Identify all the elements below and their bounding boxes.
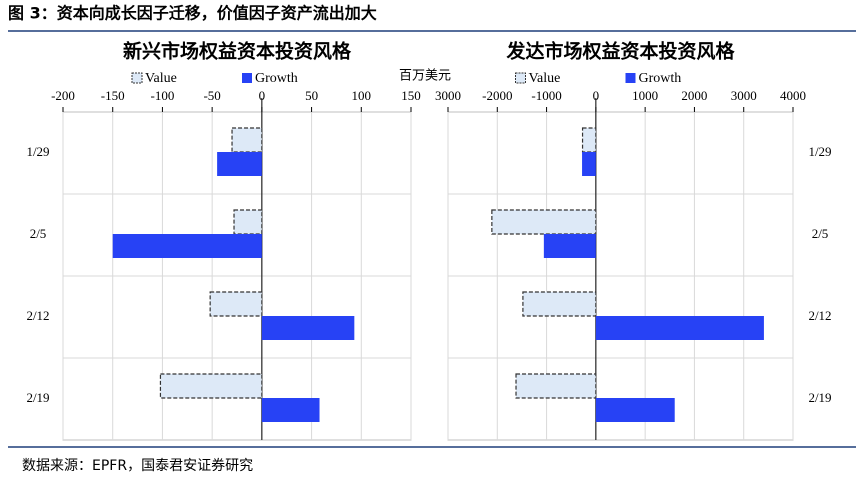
x-tick-label: 100 <box>352 88 372 103</box>
bar <box>112 234 262 258</box>
legend-label: Growth <box>255 71 298 86</box>
y-tick-label: 2/12 <box>808 308 831 323</box>
unit-label: 百万美元 <box>399 69 451 84</box>
bar <box>491 209 597 235</box>
bar <box>233 209 263 235</box>
figure-title: 图 3：资本向成长因子迁移，价值因子资产流出加大 <box>8 4 377 23</box>
x-tick-label: -1000 <box>531 88 561 103</box>
x-tick-label: 2000 <box>681 88 707 103</box>
bar <box>159 373 263 399</box>
x-tick-label: -150 <box>101 88 125 103</box>
x-tick-label: 4000 <box>780 88 806 103</box>
bar <box>231 127 263 153</box>
legend-swatch <box>242 73 252 83</box>
legend-swatch <box>131 72 143 84</box>
bar <box>581 127 597 153</box>
bar <box>595 316 764 340</box>
x-tick-label: 0 <box>259 88 266 103</box>
y-tick-label: 2/19 <box>26 390 49 405</box>
y-tick-label: 2/5 <box>30 226 47 241</box>
chart-title: 新兴市场权益资本投资风格 <box>123 40 352 63</box>
bar <box>209 291 263 317</box>
x-tick-label: 3000 <box>731 88 757 103</box>
y-tick-label: 1/29 <box>808 144 831 159</box>
x-tick-label: 3000 <box>435 88 461 103</box>
source: 数据来源：EPFR，国泰君安证券研究 <box>22 458 253 474</box>
x-tick-label: -2000 <box>482 88 512 103</box>
bar <box>522 291 597 317</box>
bar <box>543 234 596 258</box>
y-tick-label: 2/5 <box>812 226 829 241</box>
chart-title: 发达市场权益资本投资风格 <box>505 40 735 63</box>
x-tick-label: 50 <box>305 88 318 103</box>
legend-label: Growth <box>639 71 682 86</box>
bar <box>595 398 675 422</box>
legend-label: Value <box>145 71 177 86</box>
bar <box>515 373 597 399</box>
x-tick-label: -200 <box>51 88 75 103</box>
legend-label: Value <box>529 71 561 86</box>
bar <box>261 398 320 422</box>
bar <box>261 316 355 340</box>
x-tick-label: -100 <box>151 88 175 103</box>
x-tick-label: -50 <box>203 88 220 103</box>
y-tick-label: 2/12 <box>26 308 49 323</box>
y-tick-label: 1/29 <box>26 144 49 159</box>
x-tick-label: 150 <box>401 88 421 103</box>
x-tick-label: 1000 <box>632 88 658 103</box>
x-tick-label: 0 <box>593 88 600 103</box>
legend-swatch <box>625 73 636 83</box>
y-tick-label: 2/19 <box>808 390 831 405</box>
bar <box>217 152 262 176</box>
bar <box>582 152 596 176</box>
legend-swatch <box>515 72 526 84</box>
